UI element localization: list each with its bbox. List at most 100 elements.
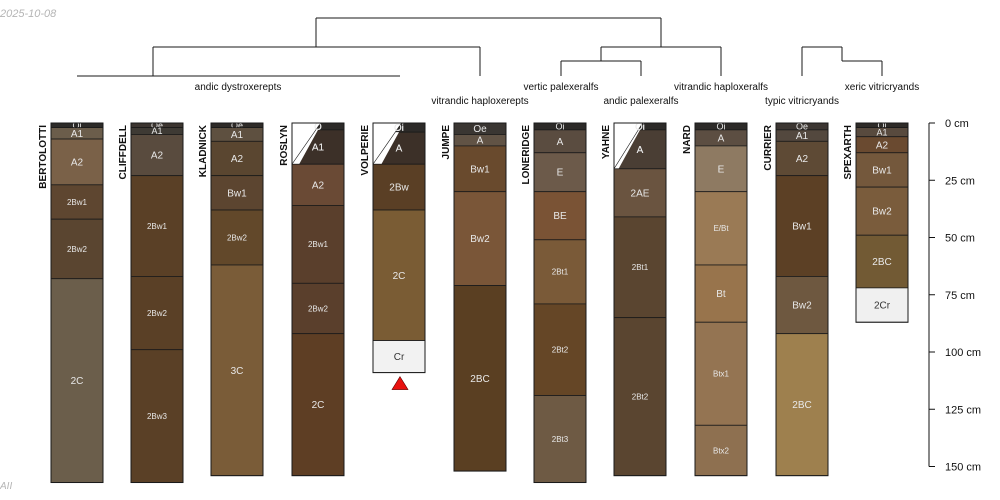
taxonomy-labels: andic dystroxerepts vitrandic haploxerept… [195, 82, 920, 107]
horizon-label: E [557, 168, 564, 179]
horizon-kladnick-3 [210, 175, 264, 211]
horizon-label: 2Bw2 [308, 304, 329, 313]
horizon-label: A1 [231, 130, 244, 141]
date-stamp: 2025-10-08 [0, 8, 57, 20]
profile-name: LONERIDGE [521, 125, 532, 185]
horizon-label: A [557, 137, 564, 148]
horizon-label: Btx1 [713, 370, 730, 379]
horizon-label: A2 [796, 154, 809, 165]
horizon-label: 2Bw2 [147, 309, 168, 318]
horizon-label: Oi [635, 122, 645, 133]
horizon-label: 2Bt1 [632, 263, 649, 272]
horizon-label: Bw2 [872, 207, 892, 218]
horizon-label: A1 [312, 143, 325, 154]
horizon-label: 2Bw [389, 183, 409, 194]
horizon-volperie-4 [372, 340, 426, 374]
horizon-bertolotti-2 [50, 138, 104, 186]
horizon-label: A1 [71, 129, 84, 140]
taxon-label-andic-palexeralfs: andic palexeralfs [603, 96, 678, 107]
profile-outline [855, 122, 909, 323]
horizon-label: A [637, 145, 644, 156]
depth-axis: 0 cm 25 cm 50 cm 75 cm 100 cm 125 cm 150 cm [928, 118, 981, 474]
horizon-bertolotti-3 [50, 184, 104, 220]
profile-outline [453, 122, 507, 472]
profile-name: SPEXARTH [843, 125, 854, 179]
horizon-label: A1 [876, 127, 887, 137]
horizon-kladnick-2 [210, 140, 264, 177]
horizon-label: 2Bw2 [227, 233, 248, 242]
horizon-loneridge-5 [533, 303, 587, 396]
horizon-label: A [637, 145, 644, 156]
horizon-label: A1 [151, 126, 162, 136]
profile-name: CURRIER [763, 124, 774, 170]
horizon-loneridge-3 [533, 191, 587, 241]
horizon-label: Oe [473, 124, 487, 135]
horizon-label: Oi [394, 123, 404, 134]
horizon-nard-6 [694, 424, 748, 477]
horizon-label: 2C [71, 376, 84, 387]
horizon-kladnick-4 [210, 209, 264, 266]
taxon-label-vertic-palexeralfs: vertic palexeralfs [523, 82, 598, 93]
horizon-label: E [718, 164, 725, 175]
horizon-label: 2Bt1 [552, 268, 569, 277]
horizon-label: 2Bt2 [632, 392, 649, 401]
horizon-label: Oi [73, 120, 82, 130]
horizon-label: 2Bw1 [67, 198, 88, 207]
horizon-label: Bw1 [792, 222, 812, 233]
horizon-spexarth-6 [855, 287, 909, 323]
horizon-label: Oi [878, 120, 887, 130]
profile-outline [291, 122, 345, 477]
horizon-kladnick-5 [210, 264, 264, 477]
horizon-label: A2 [876, 140, 889, 151]
profile-name: BERTOLOTTI [38, 125, 49, 189]
horizon-label: 2Bt2 [552, 346, 569, 355]
axis-tick-label: 50 cm [945, 233, 975, 245]
horizon-label: 2Bw1 [308, 240, 329, 249]
profile-nard: OiA E E/Bt Bt Btx1 Btx2 NARD [682, 122, 748, 477]
dendrogram [77, 17, 883, 77]
profile-loneridge: Oi A E BE 2Bt1 2Bt2 2Bt3 LONERIDGE [521, 122, 587, 484]
horizon-spexarth-4 [855, 186, 909, 236]
horizon-label: A [396, 144, 403, 155]
profile-roslyn: OA1A22Bw12Bw22COA1ROSLYN [279, 122, 345, 477]
horizon-jumpe-4 [453, 285, 507, 472]
horizon-cliffdell-4 [130, 276, 184, 351]
horizon-label: A [396, 144, 403, 155]
horizon-label: 2BC [470, 374, 489, 385]
taxon-label-vitrandic-haploxerepts: vitrandic haploxerepts [431, 96, 528, 107]
truncation-marker [391, 376, 409, 390]
axis-tick-label: 150 cm [945, 462, 981, 474]
axis-tick-label: 100 cm [945, 347, 981, 359]
horizon-bertolotti-5 [50, 278, 104, 483]
horizon-nard-2 [694, 145, 748, 193]
horizon-label: Oe [151, 120, 163, 130]
horizon-cliffdell-3 [130, 175, 184, 277]
axis-tick-label: 0 cm [945, 118, 969, 130]
profile-name: KLADNICK [198, 124, 209, 177]
profile-name: JUMPE [441, 125, 452, 160]
horizon-label: E/Bt [713, 224, 729, 233]
footer-tag: AII [0, 481, 13, 492]
horizon-label: O [314, 122, 322, 133]
profile-outline [372, 122, 426, 374]
profile-outline [130, 122, 184, 484]
axis-tick-label: 75 cm [945, 290, 975, 302]
horizon-label: A1 [312, 143, 325, 154]
horizon-label: 2BC [792, 400, 811, 411]
horizon-label: 3C [231, 366, 244, 377]
horizon-label: 2BC [872, 257, 891, 268]
horizon-label: A2 [151, 151, 164, 162]
profile-yahne: OiA2AE2Bt12Bt2OiAYAHNE [601, 122, 667, 477]
horizon-label: Oi [556, 122, 565, 132]
horizon-label: Btx2 [713, 446, 730, 455]
profile-outline [533, 122, 587, 484]
horizon-label: 2AE [631, 188, 650, 199]
profile-name: CLIFFDELL [118, 125, 129, 179]
horizon-label: BE [553, 211, 567, 222]
